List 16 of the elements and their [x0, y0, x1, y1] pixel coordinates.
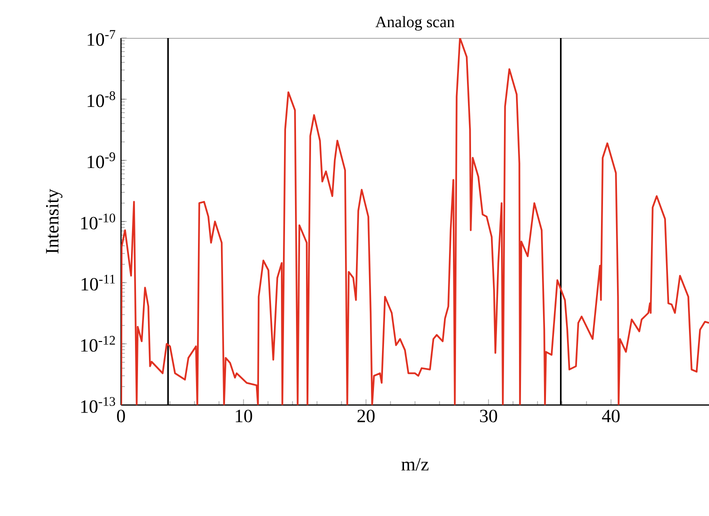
y-tick-label: 10$^{-12}$: [81, 336, 115, 352]
x-tick-label: 30: [480, 410, 498, 422]
y-tick-label: 10$^{-10}$: [81, 214, 116, 230]
x-tick-label: 40: [602, 410, 620, 422]
x-axis-title: m/z: [401, 458, 428, 471]
y-tick-label: 10$^{-11}$: [82, 274, 115, 291]
y-tick-label: 10$^{-8}$: [88, 91, 116, 108]
y-axis-title: Intensity: [46, 188, 62, 254]
chart-title: Analog scan: [375, 16, 455, 31]
x-tick-label: 0: [117, 410, 125, 422]
y-tick-label: 10$^{-7}$: [88, 30, 116, 46]
x-tick-label: 10: [236, 410, 252, 422]
x-tick-label: 20: [357, 410, 375, 422]
y-tick-label: 10$^{-9}$: [88, 152, 116, 168]
line-series: [121, 38, 709, 405]
y-tick-label: 10$^{-13}$: [81, 397, 116, 413]
